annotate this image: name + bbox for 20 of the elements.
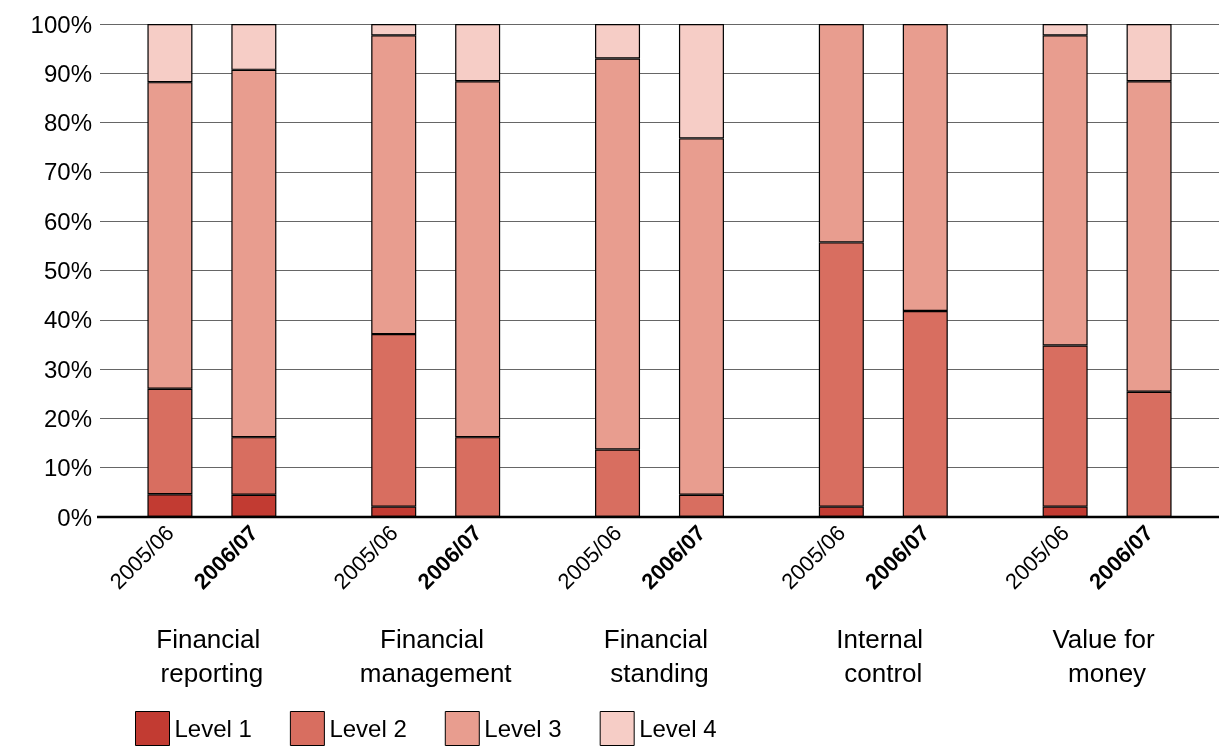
legend-label: Level 2	[329, 715, 407, 742]
text: Financial standing	[603, 624, 716, 688]
legend-label: Level 4	[639, 715, 717, 742]
y-tick-label: 100%	[30, 10, 92, 38]
y-tick-label: 70%	[43, 158, 92, 186]
y-tick-label: 60%	[43, 207, 92, 235]
y-tick-label: 10%	[43, 454, 92, 482]
y-tick-label: 0%	[57, 503, 92, 531]
y-tick-label: 90%	[43, 59, 92, 87]
y-tick-label: 30%	[43, 355, 92, 383]
y-tick-label: 50%	[43, 257, 92, 284]
text: Internal control	[836, 624, 931, 688]
y-tick-label: 20%	[43, 404, 92, 432]
legend-label: Level 1	[174, 715, 252, 742]
y-tick-label: 40%	[43, 306, 92, 334]
text: Financial management	[359, 624, 513, 688]
y-tick-label: 80%	[43, 109, 92, 137]
text: Value for money	[1052, 624, 1162, 688]
legend-label: Level 3	[484, 715, 562, 742]
text: Financial reporting	[156, 624, 268, 688]
